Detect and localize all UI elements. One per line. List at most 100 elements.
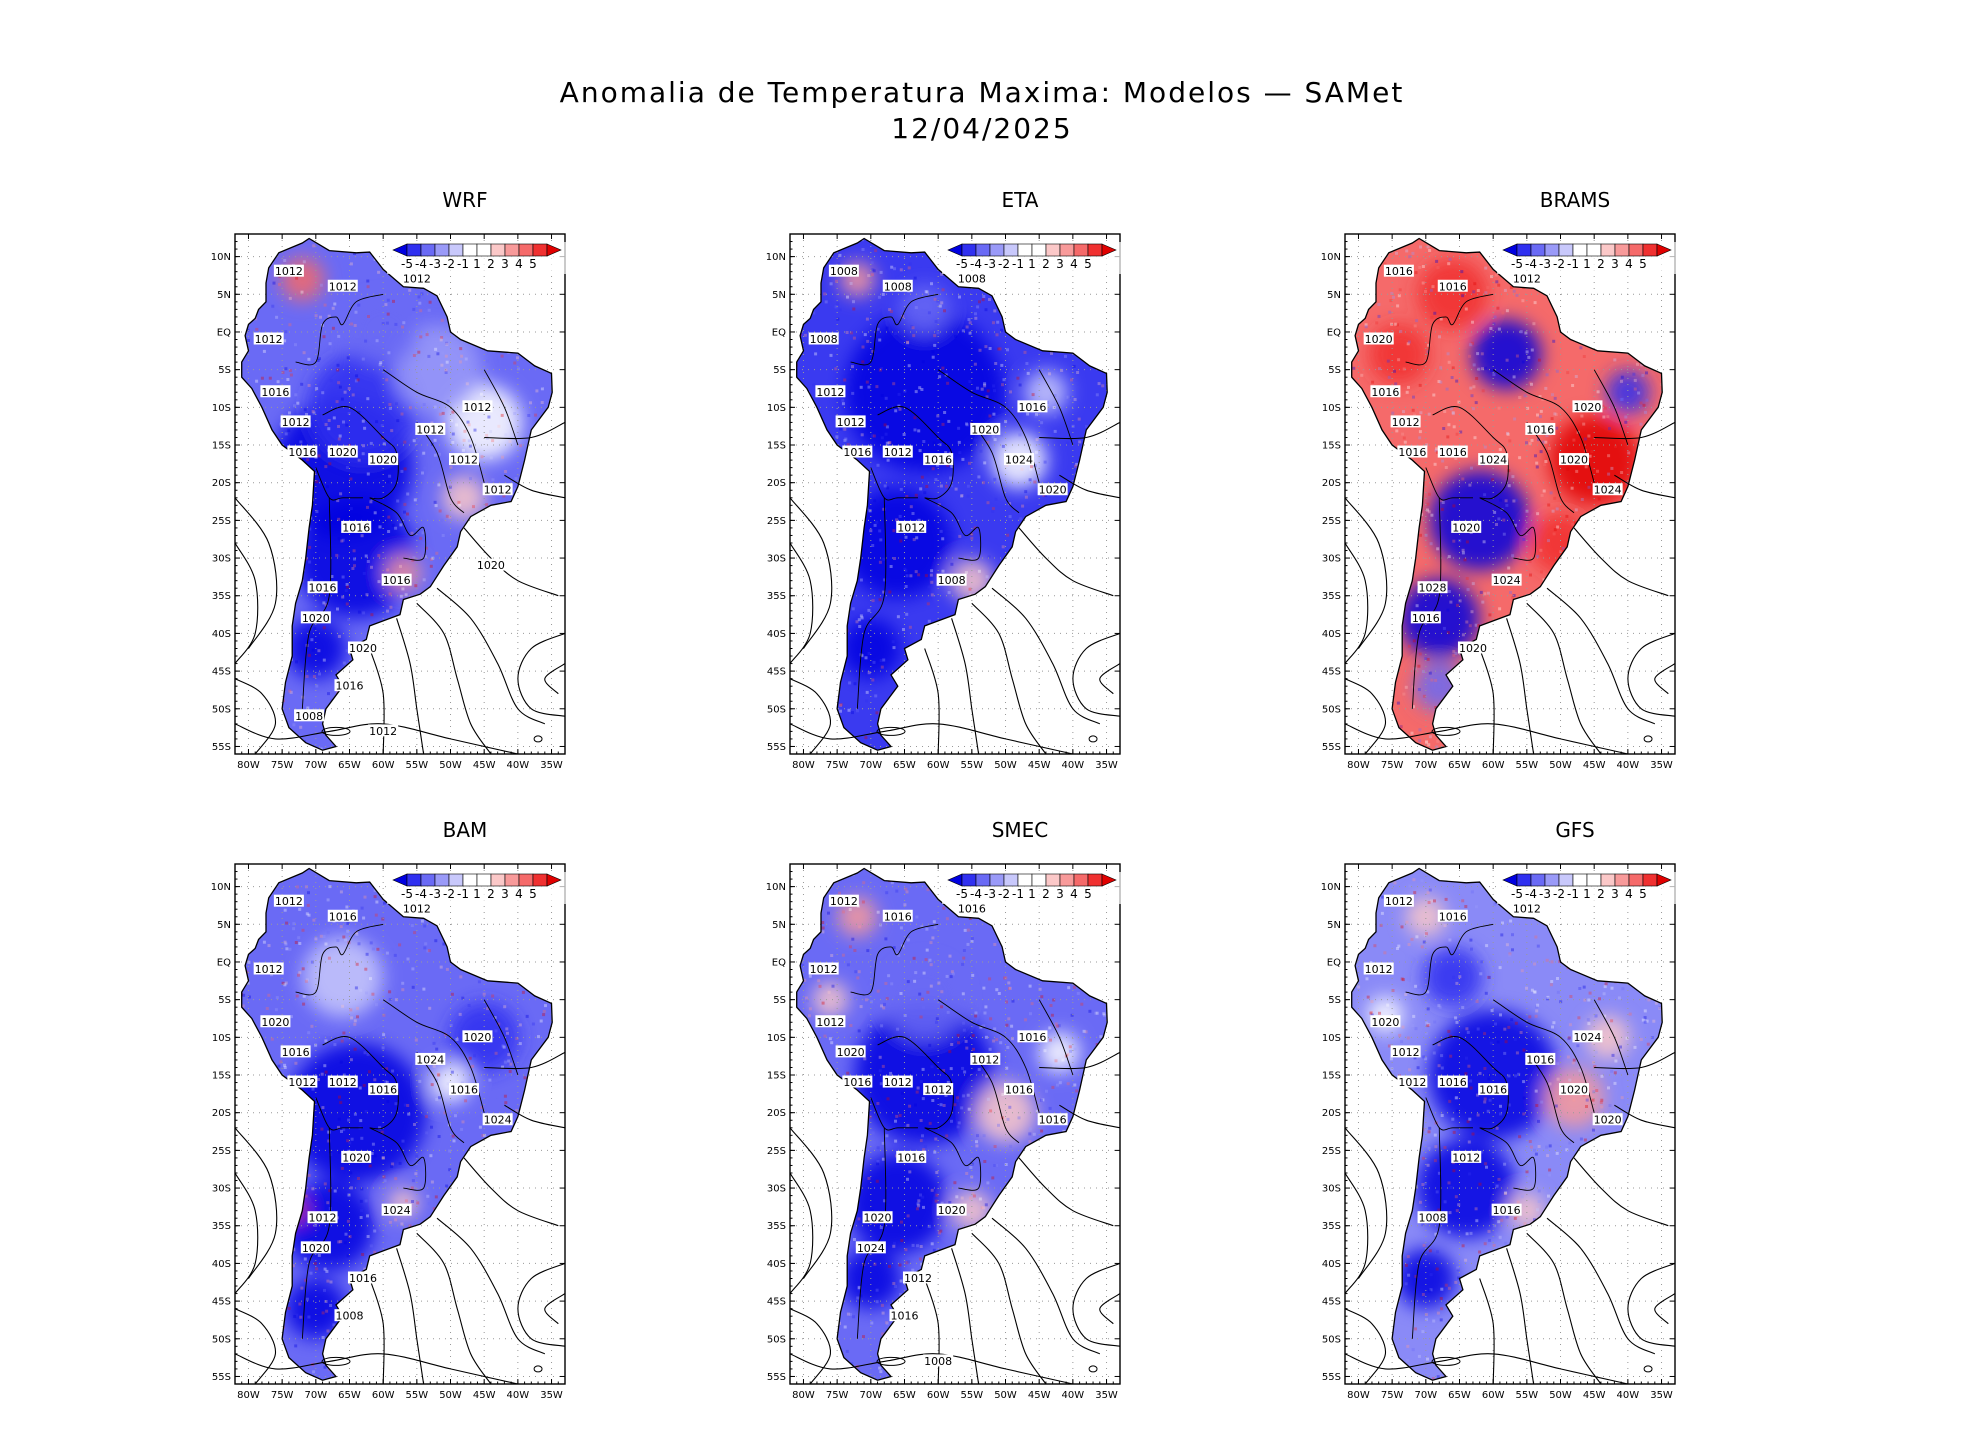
- contour-label: 1016: [884, 910, 912, 923]
- contour-label: 1016: [342, 521, 370, 534]
- colorbar-label: 2: [487, 257, 495, 271]
- lat-tick-label: 10N: [766, 252, 786, 263]
- lat-tick-label: EQ: [772, 327, 786, 338]
- panel-title-smec: SMEC: [991, 818, 1049, 842]
- lat-tick-label: 30S: [767, 554, 786, 565]
- lon-tick-label: 50W: [1549, 1390, 1572, 1401]
- contour-label: 1016: [1439, 1076, 1467, 1089]
- colorbar-label: -2: [443, 257, 455, 271]
- coastline: [796, 237, 1108, 751]
- lon-tick-label: 75W: [826, 760, 849, 771]
- lon-tick-label: 60W: [1482, 760, 1505, 771]
- lon-tick-label: 60W: [372, 1390, 395, 1401]
- colorbar-label: -5: [401, 887, 413, 901]
- contour-label: 1012: [1392, 416, 1420, 429]
- lon-tick-label: 75W: [1381, 760, 1404, 771]
- axes: 10N 5N EQ 5S 10S 15S 20S 25S 30S 35S 40S 45S 50S 55S 8…: [211, 863, 566, 1401]
- contour-label: 1008: [938, 574, 966, 587]
- colorbar-label: 4: [1625, 257, 1633, 271]
- map-frame: [234, 863, 566, 1385]
- lon-tick-label: 70W: [1415, 1390, 1438, 1401]
- colorbar-label: -3: [984, 257, 996, 271]
- lat-tick-label: 35S: [212, 591, 231, 602]
- colorbar-label: 2: [1597, 887, 1605, 901]
- lat-tick-label: 15S: [1322, 1071, 1341, 1082]
- contour-label: 1012: [1513, 903, 1541, 916]
- colorbar-label: -4: [1525, 257, 1537, 271]
- colorbar-label: -5: [1511, 887, 1523, 901]
- contour-label: 1012: [275, 265, 303, 278]
- contour-label: 1016: [1385, 265, 1413, 278]
- contour-label: 1024: [1594, 484, 1622, 497]
- lat-tick-label: 40S: [212, 1259, 231, 1270]
- lon-tick-label: 50W: [1549, 760, 1572, 771]
- contour-label: 1008: [924, 1355, 952, 1368]
- lat-tick-label: 20S: [212, 1108, 231, 1119]
- contour-label: 1028: [1419, 582, 1447, 595]
- contour-label: 1020: [302, 612, 330, 625]
- lon-tick-label: 40W: [507, 760, 530, 771]
- lat-tick-label: 25S: [212, 1146, 231, 1157]
- contour-label: 1020: [329, 446, 357, 459]
- contour-label: 1024: [484, 1114, 512, 1127]
- lat-tick-label: 5S: [218, 365, 231, 376]
- lon-tick-label: 45W: [473, 1390, 496, 1401]
- contour-label: 1016: [335, 680, 363, 693]
- contour-label: 1020: [1594, 1114, 1622, 1127]
- contour-label: 1020: [1371, 1016, 1399, 1029]
- colorbar-label: 5: [1639, 257, 1647, 271]
- colorbar: -5 -4 -3 -2 -1 1 2 3 4 5: [942, 872, 1128, 904]
- contour-label: 1020: [1560, 454, 1588, 467]
- lon-tick-label: 75W: [271, 760, 294, 771]
- lat-tick-label: 40S: [212, 629, 231, 640]
- colorbar-label: -4: [415, 887, 427, 901]
- contour-label: 1020: [1459, 642, 1487, 655]
- colorbar-label: 1: [473, 257, 481, 271]
- contour-label: 1016: [261, 386, 289, 399]
- lon-tick-label: 45W: [1028, 760, 1051, 771]
- lon-tick-label: 70W: [860, 760, 883, 771]
- contour-label: 1016: [349, 1272, 377, 1285]
- colorbar-label: 4: [515, 887, 523, 901]
- colorbar-label: 1: [1028, 257, 1036, 271]
- contour-label: 1012: [1398, 1076, 1426, 1089]
- isobars: [234, 421, 566, 755]
- lat-tick-label: 15S: [767, 1071, 786, 1082]
- contour-label: 1016: [1398, 446, 1426, 459]
- contour-label: 1012: [288, 1076, 316, 1089]
- contour-label: 1016: [1439, 280, 1467, 293]
- lat-tick-label: 5S: [773, 995, 786, 1006]
- contour-label: 1012: [369, 725, 397, 738]
- lon-tick-label: 55W: [406, 1390, 429, 1401]
- isobars: [1344, 1051, 1676, 1385]
- gridlines: [1345, 864, 1675, 1384]
- colorbar-label: 1: [1028, 887, 1036, 901]
- colorbar-label: 5: [1084, 887, 1092, 901]
- lat-tick-label: 35S: [767, 591, 786, 602]
- contour-label: 1024: [1005, 454, 1033, 467]
- lon-tick-label: 70W: [305, 760, 328, 771]
- map-wrf: 1012 1012 1012 1012 1016 1012 1016 1020 1020 1012…: [211, 233, 573, 771]
- colorbar: -5 -4 -3 -2 -1 1 2 3 4 5: [387, 872, 573, 904]
- contour-label: 1016: [1371, 386, 1399, 399]
- lat-tick-label: 35S: [1322, 1221, 1341, 1232]
- colorbar-label: 4: [1070, 887, 1078, 901]
- colorbar-label: -4: [415, 257, 427, 271]
- lat-tick-label: 45S: [1322, 667, 1341, 678]
- lat-tick-label: EQ: [217, 327, 231, 338]
- lon-tick-label: 55W: [1516, 1390, 1539, 1401]
- lat-tick-label: 35S: [1322, 591, 1341, 602]
- contour-label: 1008: [830, 265, 858, 278]
- contour-label: 1016: [1526, 1053, 1554, 1066]
- coastline: [1351, 867, 1663, 1381]
- lat-tick-label: 5N: [1327, 920, 1341, 931]
- panel-title-bam: BAM: [442, 818, 488, 842]
- axes: 10N 5N EQ 5S 10S 15S 20S 25S 30S 35S 40S 45S 50S 55S 8…: [766, 863, 1121, 1401]
- colorbar: -5 -4 -3 -2 -1 1 2 3 4 5: [1497, 242, 1683, 274]
- lon-tick-label: 75W: [1381, 1390, 1404, 1401]
- gridlines: [235, 234, 565, 754]
- colorbar-label: -1: [1567, 257, 1579, 271]
- colorbar-label: -3: [429, 887, 441, 901]
- colorbar-label: -5: [956, 887, 968, 901]
- lon-tick-label: 55W: [961, 1390, 984, 1401]
